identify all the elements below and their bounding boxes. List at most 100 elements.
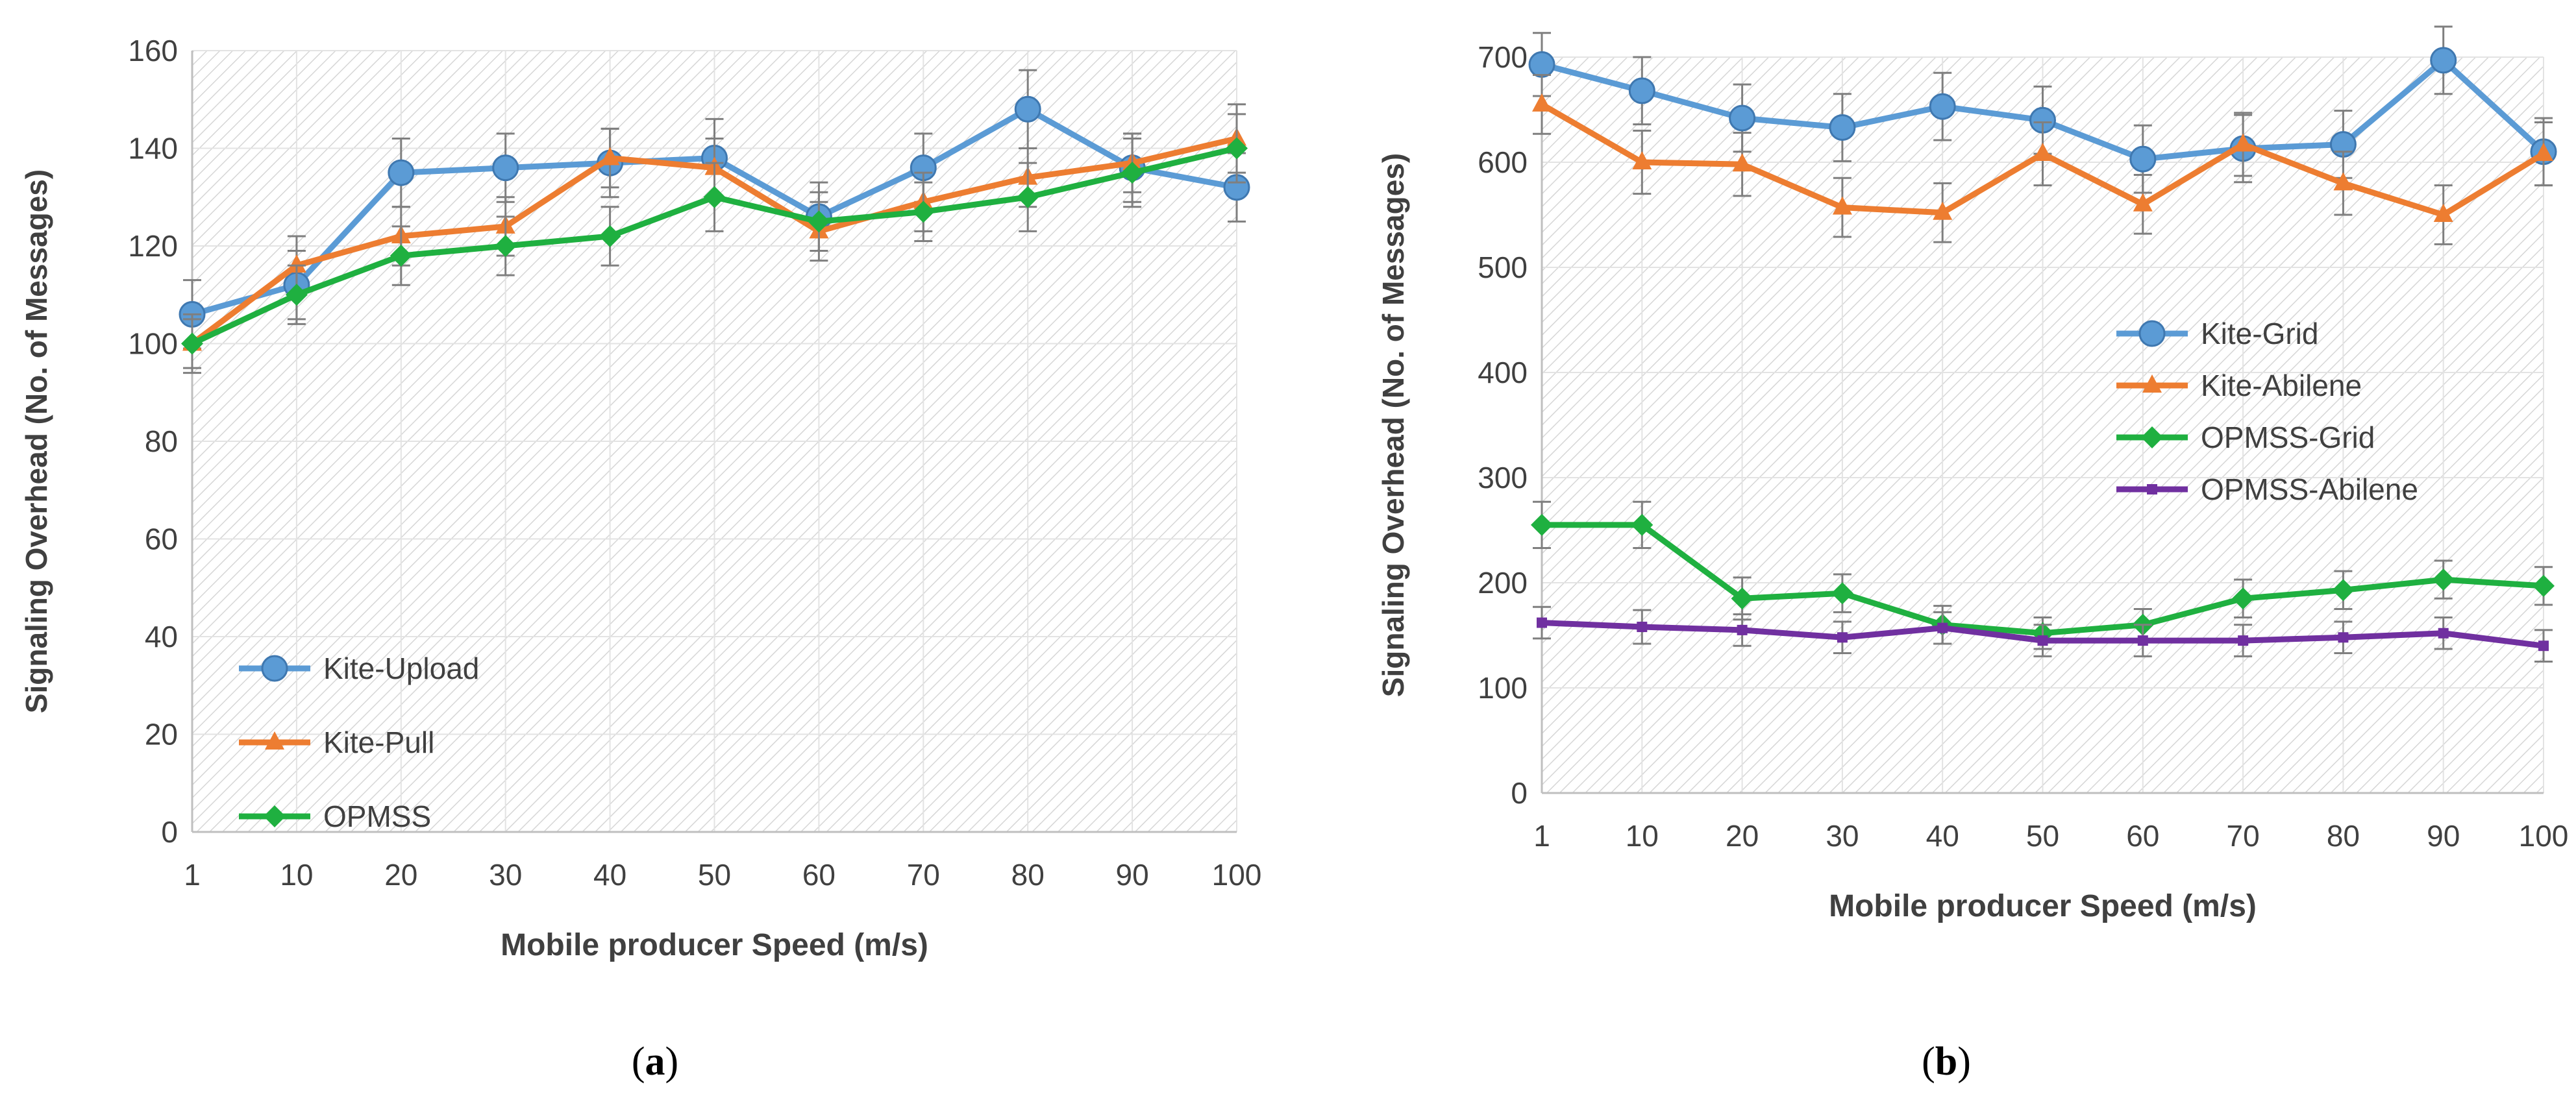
b-x-tick-label: 50 [2026, 819, 2059, 853]
b-y-tick-label: 100 [1478, 671, 1528, 705]
a-legend-label: Kite-Upload [323, 652, 479, 685]
b-data-point [1737, 624, 1748, 635]
a-x-tick-label: 100 [1212, 858, 1262, 892]
a-y-tick-label: 20 [145, 718, 178, 751]
b-data-point [1528, 51, 1555, 78]
caption-a-letter: a [645, 1040, 665, 1084]
b-data-point [1933, 201, 1953, 220]
b-legend-marker [2141, 426, 2163, 448]
a-data-point [599, 225, 621, 247]
a-y-tick-label: 140 [128, 132, 178, 165]
a-x-tick-label: 80 [1011, 858, 1045, 892]
b-y-tick-label: 0 [1511, 776, 1528, 810]
a-y-tick-label: 120 [128, 229, 178, 263]
b-legend: Kite-Grid Kite-Abilene OPMSS-Grid OPMSS-Abi… [2116, 317, 2418, 506]
a-data-point [1017, 186, 1039, 208]
b-data-point [2129, 145, 2157, 173]
b-legend-label: Kite-Abilene [2201, 369, 2362, 402]
a-data-point [1226, 137, 1248, 160]
a-data-point [600, 147, 620, 165]
b-data-point [2232, 587, 2255, 610]
b-data-point [1532, 93, 1552, 112]
a-legend: Kite-Upload Kite-Pull OPMSS [239, 652, 479, 833]
b-data-point [1631, 513, 1653, 536]
b-data-point [1632, 151, 1652, 169]
b-x-tick-label: 20 [1726, 819, 1759, 853]
b-legend-marker [2142, 374, 2162, 393]
b-data-point [2033, 143, 2053, 162]
b-data-point [1937, 622, 1948, 633]
chart-b: 0 100 200 300 400 500 600 700 1 10 20 30 40 50 60 70 80 9… [1376, 25, 2569, 923]
a-data-point [181, 332, 203, 355]
a-legend-label: OPMSS [323, 799, 431, 833]
a-x-axis-title: Mobile producer Speed (m/s) [501, 928, 928, 962]
a-data-point [1014, 95, 1041, 123]
a-x-tick-label: 10 [280, 858, 313, 892]
a-data-point [494, 235, 517, 257]
chart-a: 0 20 40 60 80 100 120 140 160 1 10 20 30 40 50 60 70 80 90… [19, 34, 1261, 962]
b-data-point [1628, 77, 1655, 104]
b-legend-label: OPMSS-Abilene [2201, 472, 2418, 506]
a-legend-label: Kite-Pull [323, 726, 434, 759]
b-data-point [1837, 632, 1848, 643]
a-y-tick-label: 80 [145, 424, 178, 458]
a-data-point [1121, 162, 1144, 184]
a-data-point [285, 284, 308, 306]
b-data-point [2533, 574, 2555, 597]
b-legend-label: OPMSS-Grid [2201, 421, 2375, 454]
a-y-tick-label: 100 [128, 327, 178, 361]
b-x-tick-label: 1 [1533, 819, 1550, 853]
b-series-opmss-abilene [1533, 605, 2553, 663]
caption-b-letter: b [1935, 1040, 1957, 1084]
b-data-point [2133, 193, 2153, 212]
b-x-tick-label: 80 [2327, 819, 2360, 853]
a-legend-marker [264, 805, 286, 827]
a-legend-marker [265, 731, 284, 750]
b-data-point [1732, 153, 1752, 172]
a-y-tick-label: 160 [128, 34, 178, 67]
a-data-point [286, 254, 306, 273]
b-data-point [1829, 114, 1856, 141]
a-data-point [390, 245, 412, 267]
b-x-tick-label: 90 [2427, 819, 2460, 853]
a-y-tick-label: 0 [161, 815, 178, 849]
b-data-point [1929, 93, 1956, 120]
caption-b: (b) [1922, 1040, 1971, 1084]
b-data-point [2233, 133, 2253, 152]
a-data-point [388, 159, 415, 186]
b-y-tick-label: 300 [1478, 461, 1528, 494]
b-y-tick-label: 400 [1478, 356, 1528, 389]
b-y-tick-label: 700 [1478, 40, 1528, 74]
b-data-point [1832, 196, 1852, 215]
b-data-point [1831, 582, 1853, 605]
b-series-kite-abilene [1532, 74, 2553, 245]
b-legend-marker [2138, 320, 2166, 347]
a-data-point [492, 154, 519, 182]
b-legend-label: Kite-Grid [2201, 317, 2318, 350]
a-x-tick-label: 70 [907, 858, 940, 892]
b-data-point [2438, 628, 2449, 639]
b-data-point [2037, 635, 2048, 646]
b-data-point [1531, 513, 1553, 536]
b-legend-marker [2147, 484, 2157, 494]
b-data-point [2433, 204, 2453, 222]
a-x-tick-label: 30 [489, 858, 522, 892]
a-y-axis-title: Signaling Overhead (No. of Messages) [19, 169, 53, 713]
a-x-tick-label: 50 [698, 858, 731, 892]
b-x-tick-label: 70 [2227, 819, 2260, 853]
b-data-point [2137, 635, 2148, 646]
b-data-point [1729, 104, 1756, 132]
a-x-tick-label: 40 [593, 858, 626, 892]
b-y-axis-title: Signaling Overhead (No. of Messages) [1376, 153, 1410, 697]
b-data-point [2338, 632, 2349, 643]
a-data-point [912, 201, 935, 223]
a-y-tick-label: 60 [145, 522, 178, 556]
b-data-point [2332, 579, 2355, 602]
b-data-point [2432, 568, 2455, 591]
b-data-point [1637, 622, 1648, 633]
b-x-tick-label: 100 [2519, 819, 2569, 853]
b-x-tick-label: 30 [1826, 819, 1859, 853]
b-x-tick-label: 40 [1926, 819, 1959, 853]
b-x-tick-label: 10 [1626, 819, 1659, 853]
